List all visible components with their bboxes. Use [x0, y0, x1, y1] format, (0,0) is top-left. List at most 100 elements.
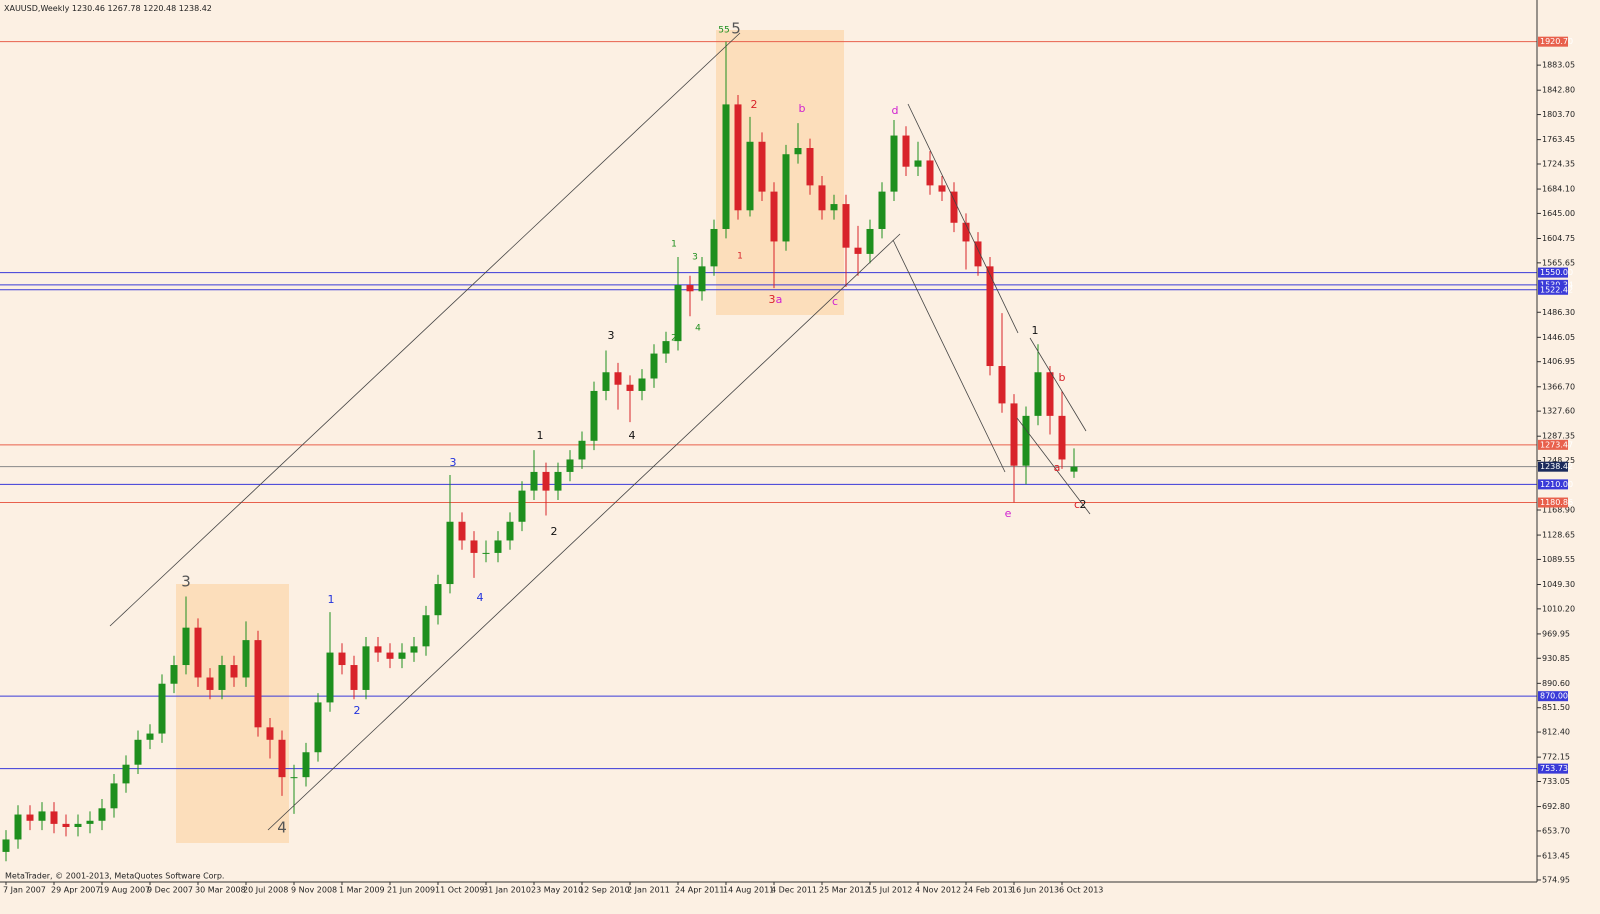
y-tick-label: 1763.45: [1542, 135, 1575, 144]
candle-body: [134, 739, 142, 765]
wave-label: 4: [629, 429, 636, 442]
candle-body: [530, 471, 538, 491]
y-tick-label: 890.60: [1542, 679, 1570, 688]
candle-body: [1010, 403, 1018, 466]
candle-body: [314, 702, 322, 753]
wave-label: 1: [328, 593, 335, 606]
trend-line: [1016, 417, 1091, 515]
candle-body: [518, 490, 526, 522]
candle-body: [674, 285, 682, 342]
candle-body: [122, 764, 130, 784]
x-tick-label: 16 Jun 2013: [1011, 886, 1059, 895]
wave-label: 3: [692, 253, 698, 263]
chart-title: XAUUSD,Weekly 1230.46 1267.78 1220.48 12…: [4, 4, 212, 13]
level-tag: [1538, 267, 1568, 278]
x-tick-label: 15 Jul 2012: [867, 886, 912, 895]
y-tick-label: 733.05: [1542, 777, 1570, 786]
candle-body: [362, 646, 370, 690]
candle-body: [98, 808, 106, 821]
wave-label: 55: [718, 26, 729, 36]
wave-label: a: [1054, 461, 1061, 474]
wave-label: b: [1059, 371, 1066, 384]
wave-label: 2: [751, 98, 758, 111]
candle-body: [434, 584, 442, 616]
candle-body: [890, 135, 898, 192]
wave-label: 2: [354, 704, 361, 717]
candle-body: [290, 777, 298, 779]
candle-body: [758, 141, 766, 192]
trend-line: [907, 103, 1019, 334]
x-tick-label: 19 Aug 2007: [99, 886, 150, 895]
wave-label: b: [799, 102, 806, 115]
candle-body: [974, 241, 982, 267]
candle-body: [410, 646, 418, 653]
candle-body: [830, 204, 838, 211]
y-tick-label: 1248.25: [1542, 456, 1575, 465]
candle-body: [74, 823, 82, 827]
wave-label: 3: [181, 573, 191, 591]
wave-label: 3: [769, 293, 776, 306]
level-label: 1550.00: [1540, 268, 1573, 277]
candle-body: [38, 811, 46, 821]
ohlc: 1238.42: [179, 4, 212, 13]
candle-body: [194, 627, 202, 678]
x-tick-label: 9 Dec 2007: [147, 886, 193, 895]
y-tick-label: 1287.35: [1542, 432, 1575, 441]
x-tick-label: 1 Mar 2009: [339, 886, 385, 895]
wave-label: 2: [1080, 498, 1087, 511]
level-tag: [1538, 691, 1568, 702]
y-tick-label: 1883.05: [1542, 61, 1575, 70]
candle-body: [626, 384, 634, 391]
level-label: 753.73: [1540, 764, 1568, 773]
candle-body: [242, 640, 250, 678]
candle-body: [638, 378, 646, 391]
x-tick-label: 4 Dec 2011: [771, 886, 817, 895]
y-tick-label: 1842.80: [1542, 86, 1575, 95]
ohlc: 1267.78: [108, 4, 141, 13]
x-tick-label: 11 Oct 2009: [435, 886, 484, 895]
candle-body: [14, 814, 22, 840]
candle-body: [458, 521, 466, 541]
wave-label: e: [1005, 507, 1012, 520]
wave-label: 2: [671, 334, 677, 344]
wave-label: 5: [731, 20, 741, 38]
y-tick-label: 1645.00: [1542, 209, 1575, 218]
y-tick-label: 574.95: [1542, 875, 1570, 884]
wave-label: 4: [277, 819, 287, 837]
y-tick-label: 1168.90: [1542, 505, 1575, 514]
candle-body: [494, 540, 502, 553]
level-label: 870.00: [1540, 692, 1568, 701]
y-tick-label: 1724.35: [1542, 159, 1575, 168]
candle-body: [398, 652, 406, 659]
candle-body: [50, 811, 58, 824]
x-tick-label: 24 Feb 2013: [963, 886, 1013, 895]
candle-body: [542, 471, 550, 491]
y-tick-label: 1406.95: [1542, 357, 1575, 366]
y-tick-label: 1366.70: [1542, 382, 1575, 391]
candle-body: [926, 160, 934, 186]
y-tick-label: 653.70: [1542, 826, 1570, 835]
y-tick-label: 692.80: [1542, 802, 1570, 811]
candle-body: [1034, 372, 1042, 416]
candle-body: [1022, 415, 1030, 466]
x-tick-label: 23 May 2010: [531, 886, 583, 895]
candle-body: [446, 521, 454, 585]
level-label: 1180.86: [1540, 498, 1573, 507]
candle-body: [818, 185, 826, 211]
x-tick-label: 2 Jan 2011: [627, 886, 670, 895]
level-label: 1273.47: [1540, 440, 1573, 449]
level-tag: [1538, 439, 1568, 450]
x-tick-label: 30 Mar 2008: [195, 886, 246, 895]
ohlc: 1230.46: [72, 4, 105, 13]
wave-label: c: [1074, 498, 1080, 511]
ohlc: 1220.48: [143, 4, 176, 13]
level-tag: [1538, 763, 1568, 774]
candle-body: [710, 228, 718, 267]
candle-body: [602, 372, 610, 391]
candle-body: [86, 820, 94, 824]
candle-body: [842, 204, 850, 248]
candle-body: [746, 141, 754, 211]
candle-body: [986, 266, 994, 367]
candle-body: [62, 823, 70, 827]
